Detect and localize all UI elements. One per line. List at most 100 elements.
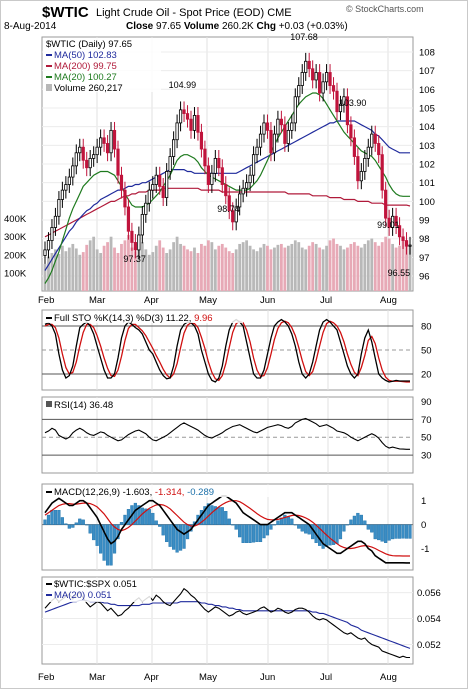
price-candle <box>161 186 165 199</box>
volume-bar <box>366 240 370 291</box>
price-candle <box>338 103 343 113</box>
x-label-bottom-feb: Feb <box>38 672 54 683</box>
volume-tick: 100K <box>4 268 27 279</box>
volume-bar <box>102 245 106 291</box>
legend-ma: MA(50) 102.83 <box>54 50 117 61</box>
volume-bar <box>401 240 405 291</box>
volume-bar <box>349 243 353 291</box>
price-candle <box>185 113 190 120</box>
legend-ma: MA(20) 100.27 <box>54 72 117 83</box>
volume-bar <box>54 249 57 291</box>
volume-bar <box>370 238 374 291</box>
volume-bar <box>206 240 210 291</box>
macd-signal-line <box>44 500 410 557</box>
price-candle <box>377 143 381 156</box>
volume-bar <box>200 243 203 291</box>
price-candle <box>88 157 92 169</box>
volume-bar <box>133 251 137 291</box>
price-candle <box>158 174 162 187</box>
price-candle <box>335 90 339 113</box>
ma50-line <box>44 120 410 271</box>
macd-y-tick: 0 <box>421 520 426 531</box>
price-candle <box>53 215 58 228</box>
price-candle <box>352 137 356 157</box>
volume-bar <box>74 248 78 291</box>
volume-bar <box>203 245 207 291</box>
macd-legend: MACD(12,26,9) -1.603, -1.314, -0.289 <box>54 487 214 498</box>
macd-histogram-bar <box>290 518 294 525</box>
x-label-bottom-mar: Mar <box>89 672 105 683</box>
macd-histogram-bar <box>220 507 224 525</box>
macd-histogram-bar <box>64 523 68 525</box>
volume-bar <box>286 245 290 291</box>
macd-histogram-bar <box>356 512 360 525</box>
volume-bar <box>283 247 287 291</box>
price-candle <box>373 133 377 144</box>
volume-bar <box>262 243 266 291</box>
volume-bar <box>352 242 356 291</box>
macd-histogram-bar <box>165 524 169 543</box>
ma20-line <box>44 92 410 284</box>
price-candle <box>85 159 89 169</box>
price-candle <box>144 202 148 215</box>
price-candle <box>349 124 353 139</box>
macd-histogram-bar <box>105 524 110 566</box>
price-candle <box>151 184 155 191</box>
price-y-tick: 107 <box>419 66 435 77</box>
volume-bar <box>307 245 311 291</box>
macd-histogram-bar <box>158 524 162 527</box>
x-label-top-may: May <box>199 295 217 306</box>
volume-bar <box>81 252 85 291</box>
macd-histogram-bar <box>387 524 391 541</box>
price-candle <box>356 156 360 182</box>
volume-bar <box>99 253 103 291</box>
ratio-legend: MA(20) 0.051 <box>54 590 112 601</box>
macd-histogram-bar <box>213 506 217 525</box>
macd-legend-part: -1.314, <box>152 487 184 498</box>
macd-legend-part: MACD(12,26,9) -1.603, <box>54 487 152 498</box>
volume-bar <box>220 243 224 291</box>
price-candle <box>366 146 370 159</box>
macd-histogram-bar <box>161 524 165 536</box>
price-candle <box>182 109 186 114</box>
volume-bar <box>405 243 408 291</box>
macd-histogram-bar <box>391 524 395 540</box>
rsi-y-tick: 70 <box>421 415 432 426</box>
price-candle <box>165 171 169 199</box>
macd-histogram-bar <box>363 520 367 525</box>
x-label-top-feb: Feb <box>38 295 54 306</box>
price-annotation: 103.90 <box>339 98 367 108</box>
volume-bar <box>259 247 262 291</box>
volume-bar <box>158 240 162 291</box>
volume-bar <box>266 245 269 291</box>
x-label-top-jul: Jul <box>320 295 332 306</box>
price-candle <box>102 137 106 144</box>
price-candle <box>331 85 336 92</box>
ratio-ma20-line <box>44 599 411 649</box>
price-candle <box>297 85 301 98</box>
price-candle <box>147 189 151 204</box>
volume-bar <box>234 249 238 291</box>
price-candle <box>196 115 200 133</box>
volume-bar <box>339 245 342 291</box>
volume-bar <box>304 249 308 291</box>
rsi-y-tick: 50 <box>421 433 432 444</box>
macd-histogram-bar <box>175 524 179 553</box>
x-label-bottom-jul: Jul <box>320 672 332 683</box>
price-candle <box>217 157 221 169</box>
macd-histogram-bar <box>147 509 151 525</box>
stats-line: Close 97.65 Volume 260.2K Chg +0.03 (+0.… <box>126 21 348 32</box>
macd-histogram-bar <box>67 524 71 529</box>
macd-histogram-bar <box>102 524 106 561</box>
macd-histogram-bar <box>85 524 89 526</box>
price-y-tick: 102 <box>419 160 435 171</box>
volume-bar <box>398 245 401 291</box>
price-candle <box>380 154 384 191</box>
macd-histogram-bar <box>258 524 263 543</box>
volume-bar <box>332 238 335 291</box>
sto-k-line <box>44 318 410 383</box>
price-candle <box>199 131 204 150</box>
price-annotation: 96.55 <box>388 268 411 278</box>
price-candle <box>370 133 374 148</box>
rsi-legend-swatch <box>46 401 52 407</box>
